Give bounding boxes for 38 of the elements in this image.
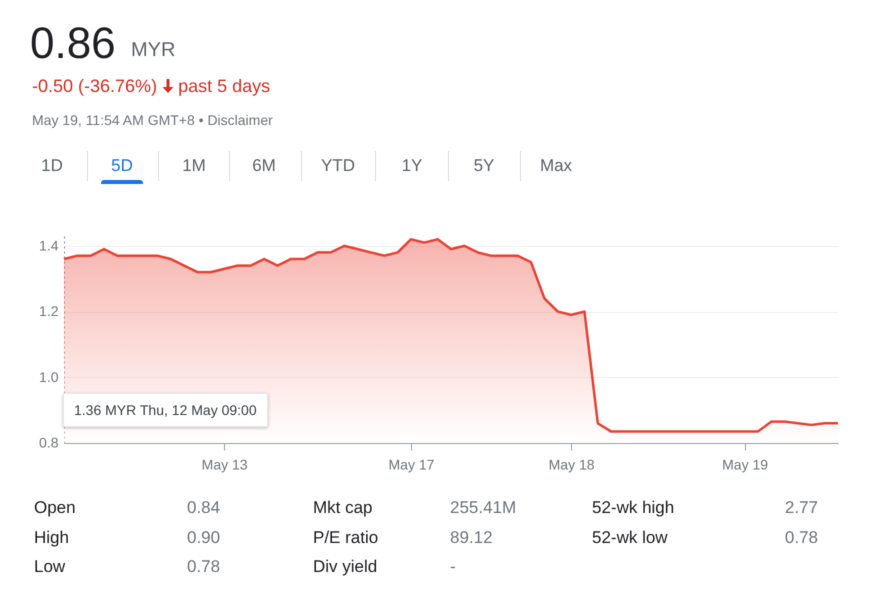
text: May 19, 11:54 AM GMT+8 • Disclaimer	[32, 112, 273, 128]
x-tick-label: May 13	[202, 456, 248, 472]
text: 6M	[251, 156, 277, 175]
text: 0.78	[784, 528, 818, 547]
text: 0.84	[187, 498, 220, 517]
x-tick-label: May 19	[722, 456, 768, 472]
text: P/E ratio	[313, 528, 378, 547]
chart-title: 0.86	[30, 19, 116, 68]
x-tick-label: May 18	[548, 456, 595, 472]
text: 5Y	[472, 156, 496, 175]
x-tick-label: May 17	[388, 456, 435, 472]
annotation: 1.36 MYR Thu, 12 May 09:00	[63, 393, 268, 427]
text: 52-wk low	[592, 528, 668, 547]
text: MYR	[131, 39, 176, 61]
text: 1D	[40, 156, 64, 175]
text: 2.77	[784, 498, 818, 517]
text: YTD	[320, 156, 356, 175]
text: 0.90	[187, 528, 220, 547]
text: 1M	[181, 156, 207, 175]
text: 5D	[110, 156, 134, 175]
y-tick-label: 0.8	[39, 434, 59, 450]
text: 255.41M	[450, 498, 516, 517]
chart-subtitle: -0.50 (-36.76%)	[32, 76, 158, 96]
text: past 5 days	[178, 76, 270, 96]
text: -	[450, 557, 456, 576]
text: High	[34, 528, 69, 547]
text: Open	[34, 498, 76, 517]
y-tick-label: 1.2	[39, 303, 59, 320]
text: Max	[538, 156, 574, 175]
y-tick-label: 1.0	[39, 368, 59, 385]
text: Div yield	[313, 557, 378, 576]
text: 1Y	[400, 156, 424, 175]
text: Mkt cap	[313, 498, 373, 517]
text: 0.78	[187, 557, 220, 576]
text: 89.12	[450, 528, 493, 547]
text: Low	[34, 557, 66, 576]
text: 52-wk high	[592, 498, 674, 517]
y-tick-label: 1.4	[39, 237, 59, 254]
